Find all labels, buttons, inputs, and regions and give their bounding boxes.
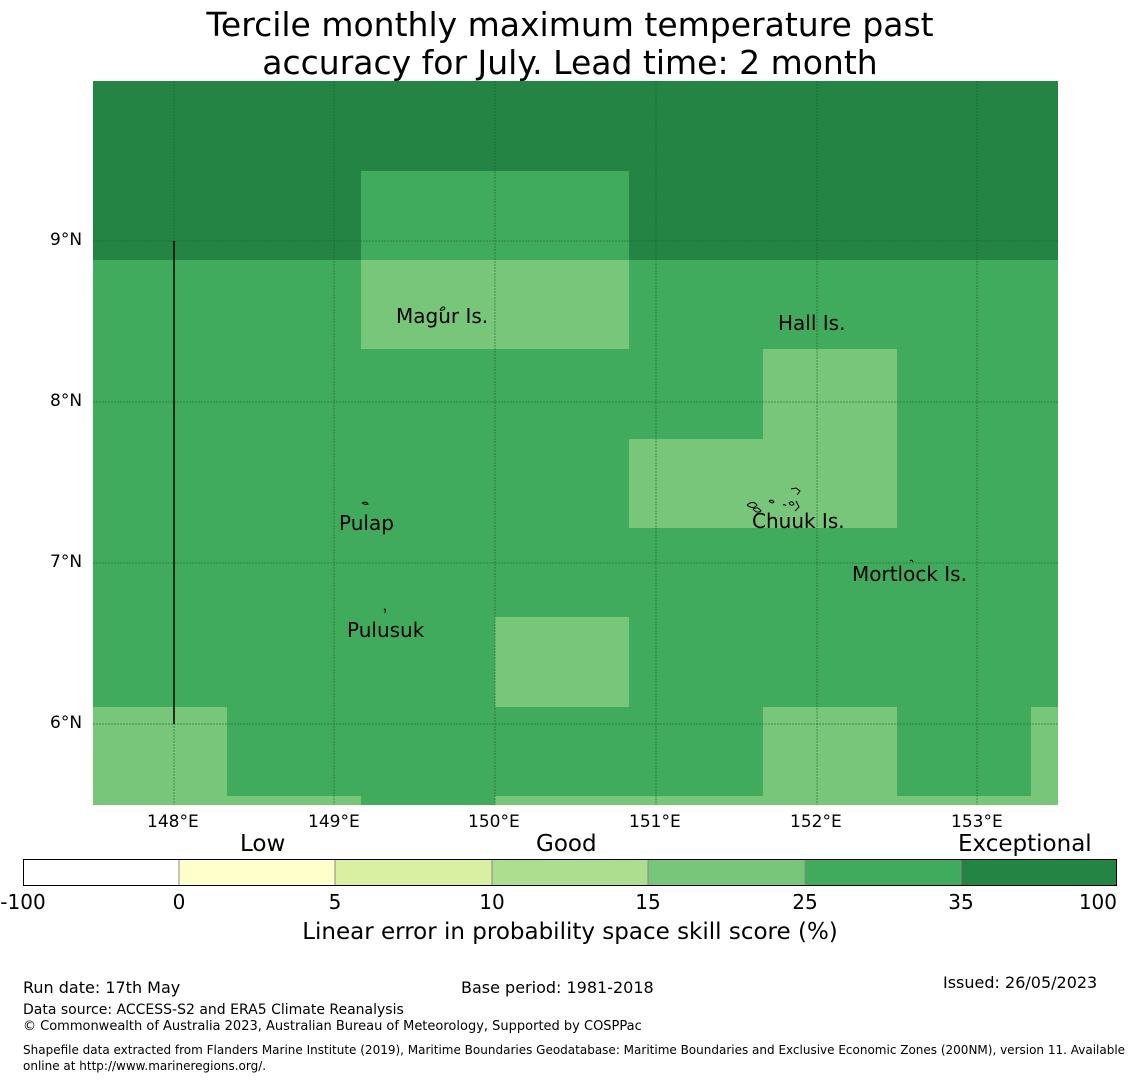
skill-cell-chuuk-a: [763, 349, 897, 528]
lat-label-8n: 8°N: [50, 391, 83, 411]
island-chuuk-reef: [790, 487, 801, 512]
colorbar-segment-6: [961, 859, 1117, 886]
lon-label-153e: 153°E: [951, 812, 1003, 832]
island-chuuk-3: [768, 499, 775, 504]
title-line-2: accuracy for July. Lead time: 2 month: [262, 43, 878, 82]
skill-cell-sw-strip: [227, 796, 361, 805]
colorbar-segment-0: [23, 859, 179, 886]
skill-cell-s-strip: [495, 796, 763, 805]
issued-date: Issued: 26/05/2023: [943, 973, 1098, 992]
skill-cell-chuuk-b: [629, 439, 763, 528]
title-line-1: Tercile monthly maximum temperature past: [206, 5, 934, 44]
place-label-chuuk: Chuuk Is.: [752, 509, 845, 533]
lat-label-7n: 7°N: [50, 552, 83, 572]
colorbar-dividers: [178, 859, 962, 886]
colorbar-frame: [23, 859, 1117, 886]
lat-label-9n: 9°N: [50, 230, 83, 250]
colorbar-tick-15: 15: [635, 890, 661, 914]
place-label-magur: Magur Is.: [396, 304, 489, 328]
place-label-pulap: Pulap: [339, 511, 394, 535]
island-chuuk-2: [752, 507, 762, 513]
skill-cell-magur-upper: [361, 171, 629, 260]
island-chuuk-4: [782, 504, 787, 507]
island-chuuk-5: [788, 501, 795, 506]
colorbar-segment-1: [179, 859, 335, 886]
colorbar-category-exceptional: Exceptional: [958, 831, 1092, 857]
base-period: Base period: 1981-2018: [461, 978, 654, 997]
copyright: © Commonwealth of Australia 2023, Austra…: [23, 1019, 642, 1034]
colorbar-tick-35: 35: [948, 890, 974, 914]
lon-label-150e: 150°E: [468, 812, 520, 832]
lon-label-152e: 152°E: [790, 812, 842, 832]
island-pulap: [361, 501, 369, 505]
colorbar-tick-minus100: -100: [0, 890, 46, 914]
colorbar-segment-2: [335, 859, 492, 886]
colorbar-label: Linear error in probability space skill …: [302, 919, 838, 945]
colorbar-category-low: Low: [240, 831, 286, 857]
lon-label-149e: 149°E: [308, 812, 360, 832]
colorbar-tick-10: 10: [479, 890, 505, 914]
place-label-pulusuk: Pulusuk: [347, 618, 425, 642]
skill-cell-se-strip: [897, 796, 1031, 805]
colorbar-category-good: Good: [536, 831, 597, 857]
colorbar-tick-25: 25: [792, 890, 818, 914]
colorbar-segment-5: [805, 859, 961, 886]
island-chuuk-1: [746, 502, 758, 508]
colorbar-segment-3: [492, 859, 648, 886]
lon-label-148e: 148°E: [147, 812, 199, 832]
map-title: Tercile monthly maximum temperature past…: [0, 6, 1140, 82]
skill-map: [93, 81, 1058, 805]
place-label-hall: Hall Is.: [778, 311, 846, 335]
skill-cell-sw: [93, 707, 227, 805]
island-magur: [439, 306, 446, 311]
shapefile-credit: Shapefile data extracted from Flanders M…: [23, 1043, 1126, 1073]
lon-label-151e: 151°E: [629, 812, 681, 832]
skill-cell-south-center: [495, 617, 629, 707]
island-mortlock: [909, 559, 914, 563]
colorbar-segment-4: [648, 859, 805, 886]
island-outlines: [361, 306, 914, 614]
skill-cell-se: [763, 707, 897, 805]
lat-label-6n: 6°N: [50, 713, 83, 733]
colorbar-tick-100: 100: [1078, 890, 1117, 914]
run-date: Run date: 17th May: [23, 978, 181, 997]
skill-cell-e-edge: [1031, 707, 1058, 805]
island-pulusuk: [383, 608, 386, 614]
colorbar-tick-0: 0: [172, 890, 186, 914]
place-label-mortlock: Mortlock Is.: [852, 562, 967, 586]
colorbar-tick-5: 5: [328, 890, 342, 914]
colorbar: [23, 859, 1117, 886]
data-source: Data source: ACCESS-S2 and ERA5 Climate …: [23, 1002, 404, 1018]
